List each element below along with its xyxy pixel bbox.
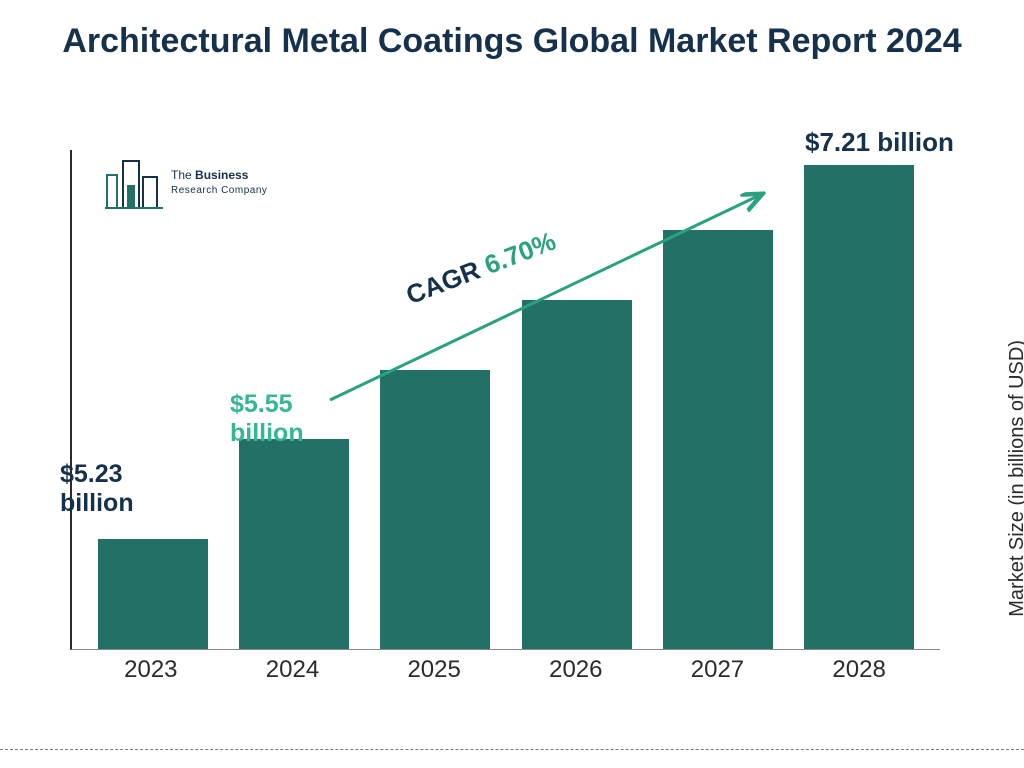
bar-2026	[522, 300, 632, 649]
bar-slot	[93, 150, 213, 649]
y-axis-label: Market Size (in billions of USD)	[1006, 340, 1024, 617]
bars-container	[72, 150, 940, 649]
bar-2028	[804, 165, 914, 649]
x-label: 2023	[91, 656, 211, 684]
value-label-2024: $5.55billion	[230, 390, 304, 448]
bar-2027	[663, 230, 773, 649]
bar-2023	[98, 539, 208, 649]
x-label: 2027	[657, 656, 777, 684]
x-label: 2028	[799, 656, 919, 684]
bottom-dashed-divider	[0, 749, 1024, 750]
value-label-2028: $7.21 billion	[805, 128, 954, 158]
bar-2025	[380, 370, 490, 649]
value-label-2023: $5.23billion	[60, 460, 134, 518]
bar-slot	[517, 150, 637, 649]
chart-title: Architectural Metal Coatings Global Mark…	[0, 0, 1024, 73]
x-axis-labels: 2023 2024 2025 2026 2027 2028	[70, 656, 940, 684]
bar-slot	[658, 150, 778, 649]
chart-area: 2023 2024 2025 2026 2027 2028	[70, 150, 940, 690]
bar-slot	[375, 150, 495, 649]
bar-slot	[799, 150, 919, 649]
x-label: 2026	[516, 656, 636, 684]
x-label: 2024	[232, 656, 352, 684]
x-label: 2025	[374, 656, 494, 684]
bar-2024	[239, 439, 349, 649]
plot-region	[70, 150, 940, 650]
